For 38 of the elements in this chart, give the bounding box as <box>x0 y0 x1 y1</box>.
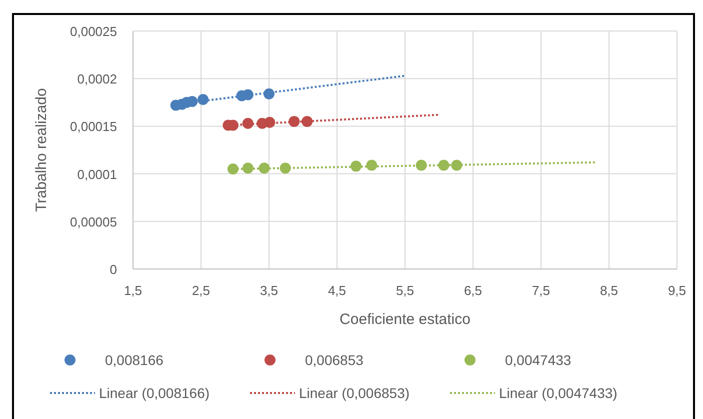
point <box>288 116 300 127</box>
x-tick-label: 6,5 <box>464 283 482 298</box>
point <box>302 116 313 127</box>
y-tick-label: 0,00005 <box>70 214 117 230</box>
point <box>198 94 209 106</box>
legend-label: Linear (0,0047433) <box>499 385 618 401</box>
y-tick-label: 0,00015 <box>70 119 117 134</box>
y-tick-label: 0,0002 <box>77 72 117 87</box>
point <box>227 164 238 175</box>
x-tick-label: 4,5 <box>328 283 346 298</box>
legend-label: 0,0047433 <box>505 352 572 368</box>
y-tick-label: 0,00025 <box>70 24 117 39</box>
point <box>416 160 427 171</box>
x-tick-label: 7,5 <box>532 283 550 298</box>
point <box>366 160 378 171</box>
y-tick-label: 0 <box>110 262 117 277</box>
point <box>438 160 450 171</box>
point <box>264 88 274 100</box>
y-axis-title: Trabalho realizado <box>33 88 50 212</box>
point <box>242 162 254 174</box>
legend-label: Linear (0,006853) <box>299 385 410 401</box>
x-tick-label: 3,5 <box>260 283 278 298</box>
point <box>242 118 254 129</box>
x-tick-label: 2,5 <box>192 283 210 298</box>
x-tick-label: 8,5 <box>600 283 618 298</box>
legend-label: 0,006853 <box>305 352 364 368</box>
legend-label: 0,008166 <box>105 352 164 368</box>
x-tick-label: 1,5 <box>124 283 142 298</box>
y-tick-label: 0,0001 <box>77 166 117 182</box>
legend-label: Linear (0,008166) <box>99 385 210 401</box>
point <box>264 116 276 128</box>
x-tick-label: 9,5 <box>668 283 686 298</box>
x-tick-label: 5,5 <box>396 283 414 298</box>
point <box>280 162 291 174</box>
point <box>350 160 362 172</box>
point <box>451 160 462 171</box>
x-axis-title: Coeficiente estatico <box>340 311 470 328</box>
point <box>258 162 270 174</box>
